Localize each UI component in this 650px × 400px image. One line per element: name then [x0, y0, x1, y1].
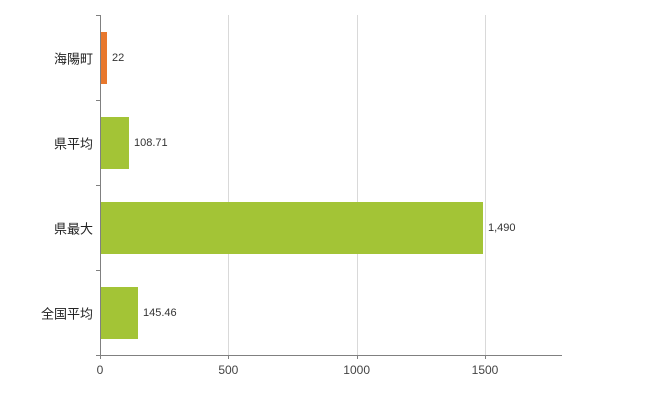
y-axis-tick	[96, 185, 100, 186]
x-axis-tick	[356, 355, 358, 359]
y-axis-line	[100, 15, 101, 356]
bar	[101, 286, 138, 339]
category-label: 県最大	[53, 221, 93, 236]
y-axis-tick	[96, 15, 100, 16]
bar	[101, 31, 107, 84]
gridline	[356, 15, 358, 355]
bar-value-label: 145.46	[143, 306, 177, 319]
x-axis-tick	[485, 355, 486, 359]
category-label: 全国平均	[40, 306, 93, 321]
y-axis-tick	[96, 355, 100, 356]
x-axis-tick-label: 1000	[343, 363, 371, 377]
bar-value-label: 1,490	[488, 221, 516, 234]
x-axis-tick-label: 0	[96, 363, 104, 377]
gridline	[485, 15, 486, 355]
x-axis-tick	[228, 355, 230, 359]
x-axis-tick-label: 1500	[471, 363, 499, 377]
category-label: 県平均	[53, 136, 93, 151]
y-axis-tick	[96, 100, 100, 101]
x-axis-tick-label: 500	[218, 363, 239, 377]
x-axis-line	[100, 355, 562, 356]
gridline	[228, 15, 230, 355]
y-axis-tick	[96, 270, 100, 271]
bar-value-label: 22	[112, 51, 125, 64]
bar	[101, 201, 483, 254]
x-axis-tick	[100, 355, 101, 359]
bar	[101, 116, 129, 169]
category-label: 海陽町	[53, 51, 93, 66]
bar-value-label: 108.71	[134, 136, 168, 149]
